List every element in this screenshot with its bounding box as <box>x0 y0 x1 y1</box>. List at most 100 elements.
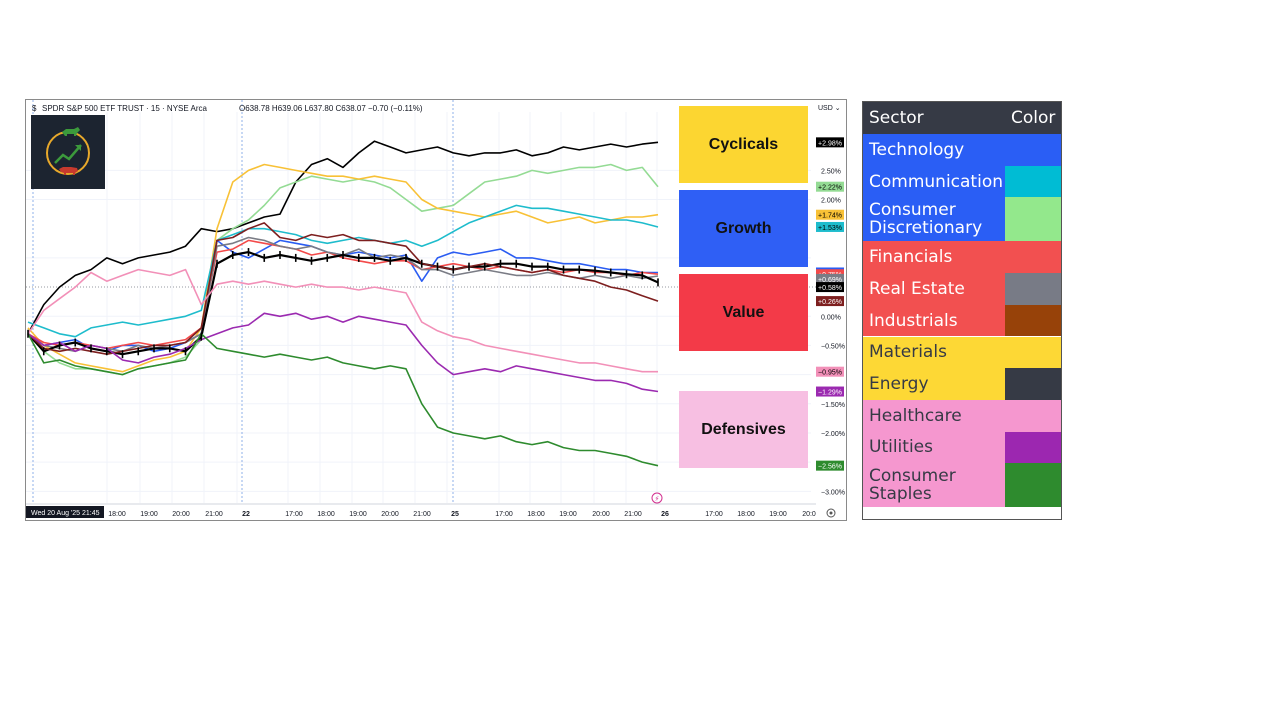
sector-legend: Sector Color Technology Communication Cons… <box>862 101 1062 520</box>
ohlc-readout: O638.78 H639.06 L637.80 C638.07 −0.70 (−… <box>239 104 423 113</box>
badge-label-energy: +2.98% <box>818 140 842 147</box>
x-tick-label: 19:00 <box>140 511 158 518</box>
badge-label-industrials: +0.26% <box>818 299 842 306</box>
legend-row-energy: Energy <box>863 368 1061 400</box>
legend-color-swatch <box>1005 368 1061 400</box>
x-tick-label: 17:00 <box>705 511 723 518</box>
legend-row-technology: Technology <box>863 134 1061 166</box>
badge-consumer-discretionary <box>816 181 844 192</box>
x-tick-label: 18:00 <box>317 511 335 518</box>
x-tick-label: 26 <box>661 511 669 518</box>
x-tick-label: Wed 20 Aug '25 21:45 <box>31 510 100 517</box>
legend-row-label: Healthcare <box>869 405 962 426</box>
x-tick-label: 19:00 <box>559 511 577 518</box>
badge-consumer-staples <box>816 460 844 471</box>
x-tick-label: 20:0 <box>802 511 816 518</box>
chart-canvas[interactable]: +2.98%+2.22%+1.74%+1.53%+0.75%+0.75%+0.6… <box>26 100 846 520</box>
legend-row-industrials: Industrials <box>863 304 1061 337</box>
legend-header: Sector Color <box>863 102 1061 134</box>
legend-row-real-estate: Real Estate <box>863 273 1061 305</box>
y-tick-label: −0.50% <box>821 343 845 350</box>
legend-row-consumer-staples: Consumer Staples <box>863 463 1061 508</box>
category-value-label: Value <box>722 303 765 321</box>
x-tick-label: 18:00 <box>527 511 545 518</box>
x-tick-label: 21:00 <box>413 511 431 518</box>
x-tick-label: 19:00 <box>349 511 367 518</box>
series-line-materials <box>27 163 659 373</box>
series-line-consumer-staples <box>27 333 659 467</box>
badge-communication <box>816 221 844 232</box>
legend-row-label: Utilities <box>869 437 933 458</box>
legend-color-swatch <box>1005 165 1061 198</box>
legend-row-label: Consumer Discretionary <box>869 200 983 239</box>
legend-row-label: Energy <box>869 374 929 395</box>
legend-row-label: Industrials <box>869 310 958 331</box>
legend-color-swatch <box>1005 273 1061 305</box>
legend-color-swatch <box>1005 304 1061 337</box>
legend-header-sector: Sector <box>869 108 924 128</box>
x-tick-label: 22 <box>242 511 250 518</box>
x-tick-label: 19:00 <box>769 511 787 518</box>
legend-row-label: Consumer Staples <box>869 466 956 505</box>
badge-materials <box>816 209 844 220</box>
legend-header-color: Color <box>1011 108 1056 128</box>
legend-row-consumer-discretionary: Consumer Discretionary <box>863 197 1061 242</box>
badge-industrials <box>816 296 844 307</box>
legend-row-healthcare: Healthcare <box>863 399 1061 432</box>
category-growth-label: Growth <box>715 219 772 237</box>
badge-spy <box>816 282 844 293</box>
badge-label-healthcare: −0.95% <box>818 370 842 377</box>
gear-icon-center <box>829 511 833 515</box>
legend-row-financials: Financials <box>863 241 1061 274</box>
badge-healthcare <box>816 366 844 377</box>
gear-icon <box>826 508 836 518</box>
legend-row-label: Real Estate <box>869 278 965 299</box>
category-defensives-label: Defensives <box>701 420 786 438</box>
chart-panel[interactable]: +2.98%+2.22%+1.74%+1.53%+0.75%+0.75%+0.6… <box>25 99 847 521</box>
badge-real-estate <box>816 273 844 284</box>
x-tick-label: 18:00 <box>108 511 126 518</box>
x-tick-label: 20:00 <box>172 511 190 518</box>
y-tick-label: −2.00% <box>821 431 845 438</box>
legend-row-communication: Communication <box>863 165 1061 198</box>
legend-color-swatch <box>1005 197 1061 242</box>
lightning-icon-glyph: ⚡ <box>655 495 660 503</box>
chart-title[interactable]: SPDR S&P 500 ETF TRUST · 15 · NYSE Arca <box>42 104 207 113</box>
series-line-energy <box>27 140 659 335</box>
bull-bear-logo-icon <box>31 115 105 189</box>
series-line-utilities <box>27 312 659 393</box>
badge-label-consumer-staples: −2.56% <box>818 464 842 471</box>
legend-row-label: Communication <box>869 171 1003 192</box>
legend-row-materials: Materials <box>863 336 1061 369</box>
x-tick-current-bg <box>26 506 104 518</box>
badge-label-consumer-discretionary: +2.22% <box>818 185 842 192</box>
badge-energy <box>816 137 844 148</box>
x-tick-label: 21:00 <box>624 511 642 518</box>
x-tick-label: 17:00 <box>495 511 513 518</box>
lightning-icon <box>651 492 663 504</box>
y-tick-label: 0.00% <box>821 314 841 321</box>
category-growth: Growth <box>679 190 808 267</box>
legend-row-utilities: Utilities <box>863 431 1061 464</box>
y-tick-label: −3.00% <box>821 489 845 496</box>
legend-row-label: Financials <box>869 247 953 268</box>
currency-selector[interactable]: USD ⌄ <box>818 105 841 112</box>
x-tick-label: 20:00 <box>592 511 610 518</box>
category-defensives: Defensives <box>679 391 808 468</box>
x-tick-label: 21:00 <box>205 511 223 518</box>
legend-color-swatch <box>1005 463 1061 508</box>
x-tick-label: 20:00 <box>381 511 399 518</box>
badge-utilities <box>816 386 844 397</box>
category-cyclicals: Cyclicals <box>679 106 808 183</box>
category-value: Value <box>679 274 808 351</box>
x-tick-label: 25 <box>451 511 459 518</box>
category-cyclicals-label: Cyclicals <box>708 135 779 153</box>
badge-label-communication: +1.53% <box>818 225 842 232</box>
x-tick-label: 17:00 <box>285 511 303 518</box>
legend-row-label: Technology <box>869 139 965 160</box>
legend-row-label: Materials <box>869 342 947 363</box>
badge-label-utilities: −1.29% <box>818 390 842 397</box>
badge-label-spy: +0.58% <box>818 285 842 292</box>
badge-label-real-estate: +0.69% <box>818 277 842 284</box>
series-line-communication <box>27 204 659 338</box>
